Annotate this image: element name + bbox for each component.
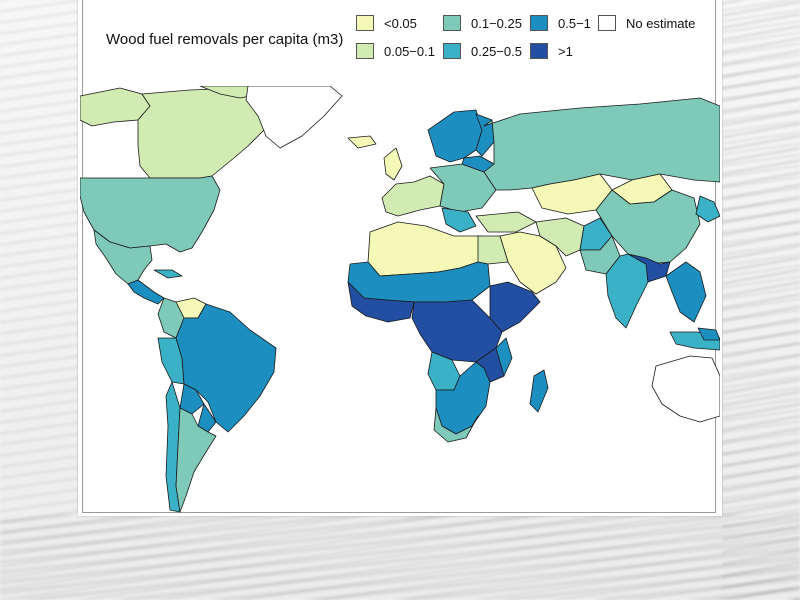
map-title: Wood fuel removals per capita (m3) — [106, 31, 344, 48]
legend-item-no-estimate: No estimate — [598, 15, 695, 31]
region-australia — [651, 355, 720, 423]
legend-swatch — [443, 43, 461, 59]
region-greenland — [245, 86, 343, 149]
world-choropleth-map — [80, 86, 720, 513]
region-south-africa — [433, 407, 479, 443]
blurred-paper-text-right — [722, 0, 800, 600]
region-bolivia — [179, 383, 205, 415]
legend-label: 0.25−0.5 — [471, 43, 522, 59]
region-west-africa — [347, 281, 415, 323]
legend-swatch — [530, 15, 548, 31]
legend-label: >1 — [558, 43, 573, 59]
legend-swatch — [356, 43, 374, 59]
region-cuba — [153, 269, 183, 279]
legend-label: No estimate — [626, 15, 696, 31]
region-madagascar — [529, 369, 549, 413]
legend-item-0-05-0-1: 0.05−0.1 — [356, 43, 435, 59]
region-iran — [535, 217, 585, 257]
map-frame — [82, 0, 716, 513]
legend-label: 0.1−0.25 — [471, 15, 522, 31]
legend-label: 0.05−0.1 — [384, 43, 435, 59]
region-turkey — [475, 211, 537, 233]
legend-item-gt-1: >1 — [530, 43, 573, 59]
legend-swatch — [530, 43, 548, 59]
region-western-europe — [381, 175, 445, 217]
region-central-america — [127, 279, 165, 305]
region-egypt — [477, 235, 509, 265]
legend-item-0-1-0-25: 0.1−0.25 — [443, 15, 522, 31]
region-mexico — [93, 229, 153, 285]
region-korea-japan — [695, 195, 720, 223]
legend-label: 0.5−1 — [558, 15, 591, 31]
region-uk — [383, 147, 403, 181]
region-southeast-asia — [665, 261, 707, 323]
region-mozambique — [475, 347, 505, 383]
region-usa — [80, 175, 221, 253]
region-argentina — [175, 407, 217, 513]
legend-swatch — [443, 15, 461, 31]
region-central-africa — [411, 299, 503, 363]
region-brazil — [175, 303, 277, 433]
region-new-guinea — [697, 327, 720, 341]
legend-item-0-5-1: 0.5−1 — [530, 15, 591, 31]
region-iceland — [347, 135, 377, 149]
blurred-paper-text-bottom — [0, 515, 800, 600]
legend-item-lt-0-05: <0.05 — [356, 15, 417, 31]
legend-label: <0.05 — [384, 15, 417, 31]
legend-item-0-25-0-5: 0.25−0.5 — [443, 43, 522, 59]
region-scandinavia — [427, 109, 483, 163]
legend-swatch — [598, 15, 616, 31]
region-india — [605, 253, 649, 329]
region-nepal-bangladesh — [627, 253, 671, 283]
legend-swatch — [356, 15, 374, 31]
region-middle-east — [499, 231, 567, 295]
region-balkans — [441, 207, 477, 233]
